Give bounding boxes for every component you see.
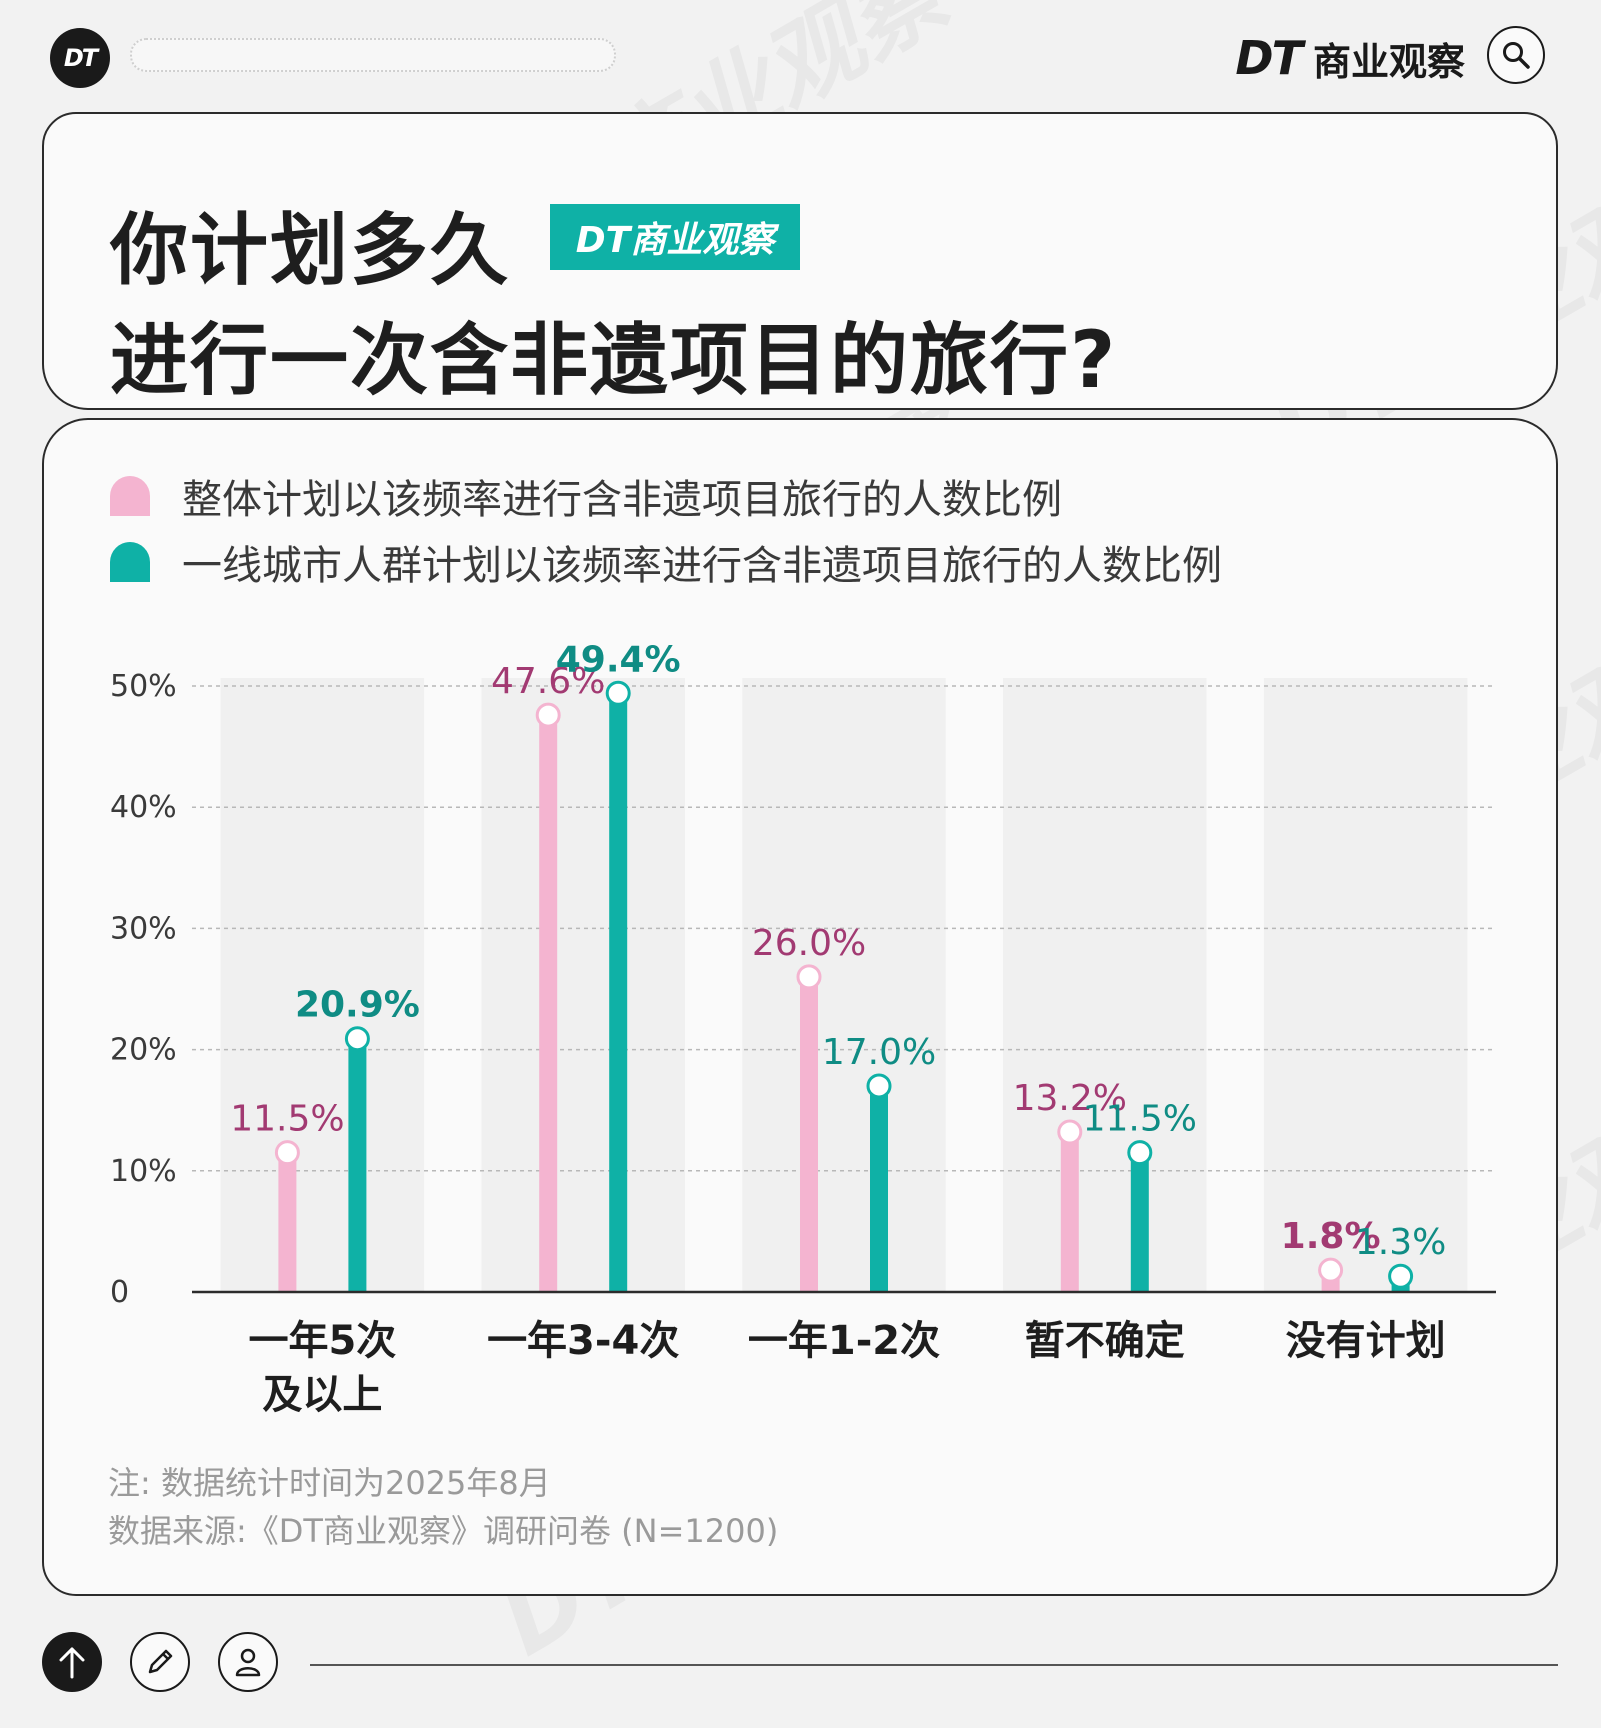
bar bbox=[539, 715, 558, 1292]
data-source: 数据来源:《DT商业观察》调研问卷 (N=1200) bbox=[108, 1512, 779, 1550]
bar-cap bbox=[1127, 1140, 1153, 1166]
y-tick-label: 10% bbox=[110, 1154, 177, 1189]
legend-swatch-overall bbox=[110, 476, 150, 516]
search-button[interactable] bbox=[1487, 26, 1545, 84]
data-label: 1.3% bbox=[1355, 1222, 1446, 1263]
pencil-icon bbox=[148, 1649, 173, 1674]
y-tick-label: 0 bbox=[110, 1275, 129, 1310]
data-label: 17.0% bbox=[822, 1032, 936, 1073]
data-label: 47.6% bbox=[491, 661, 605, 702]
x-tick-label: 一年1-2次 bbox=[748, 1318, 940, 1364]
legend-item-tier1: 一线城市人群计划以该频率进行含非遗项目旅行的人数比例 bbox=[110, 540, 1222, 589]
bar bbox=[1130, 1152, 1149, 1292]
x-tick-label: 暂不确定 bbox=[1025, 1318, 1185, 1364]
top-search-bar[interactable] bbox=[130, 38, 616, 72]
bar-cap bbox=[274, 1140, 300, 1166]
x-tick-label: 没有计划 bbox=[1286, 1318, 1446, 1364]
bar-cap bbox=[796, 964, 822, 990]
bar bbox=[278, 1152, 297, 1292]
title-line-2: 进行一次含非遗项目的旅行? bbox=[110, 316, 1118, 406]
bar-cap bbox=[1057, 1119, 1083, 1145]
data-label: 1.8% bbox=[1281, 1216, 1381, 1257]
data-label: 49.4% bbox=[556, 639, 681, 680]
x-tick-label: 一年3-4次 bbox=[487, 1318, 679, 1364]
category-band bbox=[1003, 678, 1207, 1292]
category-band bbox=[481, 678, 685, 1292]
y-tick-label: 40% bbox=[110, 790, 177, 825]
category-band bbox=[1263, 678, 1468, 1292]
brand-dt: DT bbox=[1235, 31, 1303, 85]
category-band bbox=[220, 678, 425, 1292]
arrow-up-icon bbox=[59, 1647, 85, 1679]
bar bbox=[1060, 1132, 1079, 1292]
legend-label-overall: 整体计划以该频率进行含非遗项目旅行的人数比例 bbox=[182, 477, 1062, 523]
search-icon bbox=[1503, 42, 1530, 69]
data-label: 11.5% bbox=[1083, 1099, 1197, 1140]
title-line-1: 你计划多久 bbox=[110, 206, 511, 296]
brand-name: 商业观察 bbox=[1312, 39, 1465, 84]
user-icon bbox=[235, 1648, 261, 1677]
bar bbox=[348, 1038, 367, 1292]
bar bbox=[870, 1085, 888, 1292]
bar-cap bbox=[1318, 1257, 1344, 1283]
legend-item-overall: 整体计划以该频率进行含非遗项目旅行的人数比例 bbox=[110, 474, 1062, 523]
data-label: 13.2% bbox=[1013, 1078, 1127, 1119]
bar-cap bbox=[1388, 1263, 1414, 1289]
x-tick-label: 及以上 bbox=[262, 1372, 382, 1418]
title-card bbox=[42, 112, 1558, 410]
y-tick-label: 50% bbox=[110, 669, 177, 704]
bar-cap bbox=[866, 1073, 892, 1099]
edit-button[interactable] bbox=[130, 1632, 190, 1692]
data-label: 20.9% bbox=[295, 985, 420, 1026]
legend-label-tier1: 一线城市人群计划以该频率进行含非遗项目旅行的人数比例 bbox=[182, 543, 1222, 589]
category-band bbox=[742, 678, 946, 1292]
data-label: 26.0% bbox=[752, 923, 866, 964]
bottom-divider bbox=[310, 1664, 1558, 1666]
title-brand-badge: DT商业观察 bbox=[550, 204, 800, 270]
data-label: 11.5% bbox=[230, 1099, 344, 1140]
bar bbox=[800, 976, 818, 1292]
bar-cap bbox=[344, 1026, 370, 1052]
y-tick-label: 30% bbox=[110, 911, 177, 946]
dt-logo-icon[interactable]: DT bbox=[50, 28, 110, 88]
bar-cap bbox=[605, 680, 631, 706]
bar-cap bbox=[535, 702, 561, 728]
x-tick-label: 一年5次 bbox=[248, 1318, 396, 1364]
chart-note: 注: 数据统计时间为2025年8月 bbox=[108, 1464, 551, 1502]
y-tick-label: 20% bbox=[110, 1033, 177, 1068]
legend-swatch-tier1 bbox=[110, 542, 150, 582]
profile-button[interactable] bbox=[218, 1632, 278, 1692]
bar bbox=[609, 693, 628, 1292]
brand-wordmark: DT 商业观察 bbox=[1235, 31, 1465, 85]
scroll-top-button[interactable] bbox=[42, 1632, 102, 1692]
